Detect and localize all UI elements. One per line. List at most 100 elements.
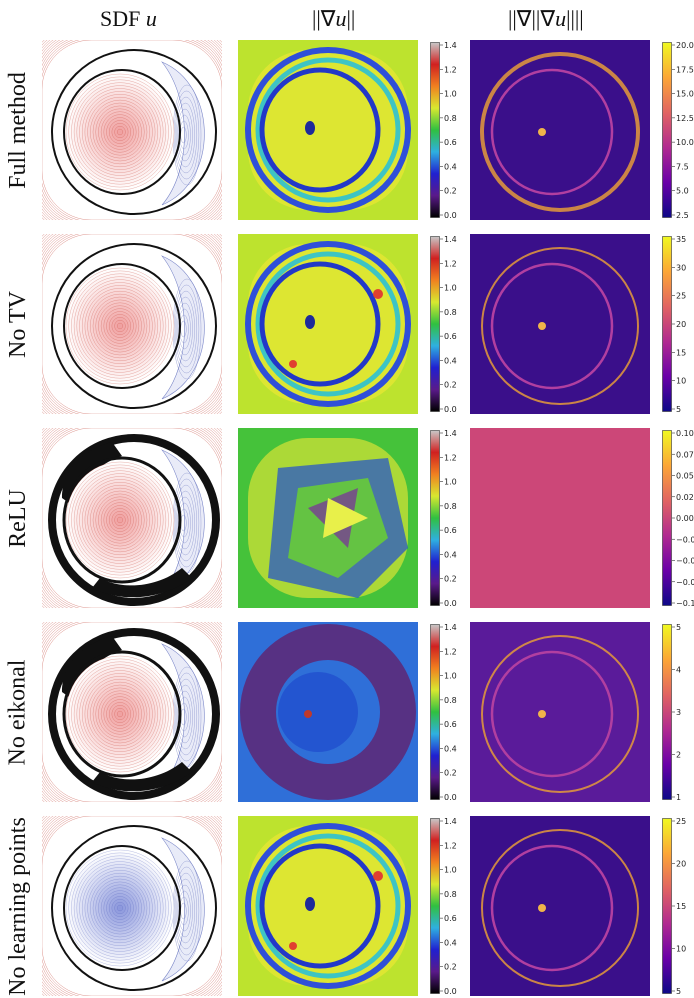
colorbar-tick-label: 0.2: [444, 769, 457, 778]
colorbar-tick-label: 0.2: [444, 963, 457, 972]
colorbar-tick-label: 0.2: [444, 381, 457, 390]
curvature-panel-no-learning-points: [470, 816, 650, 996]
colorbar-tick-label: 2.5: [676, 211, 689, 218]
colorbar-tick-label: 20: [676, 860, 686, 869]
colorbar-tick-label: 0.2: [444, 575, 457, 584]
gradient-norm-panel-no-tv: [238, 234, 418, 414]
colorbar-tick-label: −0.075: [676, 578, 694, 587]
colorbar-tick-label: 0.6: [444, 138, 457, 147]
colorbar-tick-label: 0.025: [676, 493, 694, 502]
colorbar-tick-label: 1.0: [444, 90, 457, 99]
colorbar-tick-label: 0.050: [676, 472, 694, 481]
colorbar-tick-label: −0.025: [676, 535, 694, 544]
curvature-colorbar-no-eikonal: 1 2 3 4 5: [662, 623, 694, 802]
colorbar-tick-label: 1.2: [444, 647, 457, 656]
gradient-norm-panel-no-learning-points: [238, 816, 418, 996]
curvature-panel-full-method: [470, 40, 650, 220]
gradient-norm-panel-relu: [238, 428, 418, 608]
colorbar-tick-label: 0.0: [444, 793, 457, 800]
colorbar-tick-label: 0.6: [444, 526, 457, 535]
gradient-colorbar-no-eikonal: 0.0 0.2 0.4 0.6 0.8 1.0 1.2 1.4: [430, 623, 466, 802]
colorbar-tick-label: 10: [676, 945, 686, 954]
colorbar-tick-label: 17.5: [676, 65, 694, 74]
colorbar-tick-label: 1.4: [444, 624, 457, 632]
colorbar-tick-label: 0.8: [444, 890, 457, 899]
colorbar-tick-label: 0.4: [444, 162, 457, 171]
sdf-panel-relu: [42, 428, 222, 608]
row-label-no-eikonal: No eikonal: [4, 659, 31, 765]
colorbar-tick-label: 0.0: [444, 987, 457, 994]
colorbar-tick-label: 1.2: [444, 259, 457, 268]
sdf-panel-full-method: [42, 40, 222, 220]
colorbar-tick-label: 5: [676, 987, 681, 994]
colorbar-tick-label: 4: [676, 666, 681, 675]
curvature-panel-no-eikonal: [470, 622, 650, 802]
colorbar-tick-label: 10: [676, 377, 686, 386]
colorbar-tick-label: 1.0: [444, 866, 457, 875]
colorbar-tick-label: 1.2: [444, 841, 457, 850]
colorbar-tick-label: 15: [676, 902, 686, 911]
colorbar-tick-label: 1.4: [444, 236, 457, 244]
curvature-colorbar-no-learning-points: 5 10 15 20 25: [662, 817, 694, 996]
colorbar-tick-label: 0.2: [444, 187, 457, 196]
row-label-no-tv: No TV: [4, 290, 31, 358]
colorbar-tick-label: 0.0: [444, 405, 457, 412]
gradient-colorbar-no-learning-points: 0.0 0.2 0.4 0.6 0.8 1.0 1.2 1.4: [430, 817, 466, 996]
colorbar-tick-label: 1.2: [444, 65, 457, 74]
gradient-colorbar-relu: 0.0 0.2 0.4 0.6 0.8 1.0 1.2 1.4: [430, 429, 466, 608]
column-title-sdf: SDF u: [100, 6, 157, 31]
colorbar-tick-label: 2: [676, 751, 681, 760]
colorbar-tick-label: 12.5: [676, 114, 694, 123]
gradient-norm-panel-full-method: [238, 40, 418, 220]
colorbar-tick-label: 0.100: [676, 430, 694, 438]
colorbar-tick-label: 25: [676, 818, 686, 826]
colorbar-tick-label: 0.000: [676, 514, 694, 523]
column-title-curvature: ||∇||∇u||||: [508, 6, 584, 31]
curvature-panel-relu: [470, 428, 650, 608]
colorbar-tick-label: 0.8: [444, 696, 457, 705]
gradient-colorbar-full-method: 0.0 0.2 0.4 0.6 0.8 1.0 1.2 1.4: [430, 41, 466, 220]
colorbar-tick-label: 0.0: [444, 211, 457, 218]
colorbar-tick-label: −0.050: [676, 557, 694, 566]
colorbar-tick-label: 0.6: [444, 720, 457, 729]
colorbar-tick-label: 0.8: [444, 502, 457, 511]
curvature-panel-no-tv: [470, 234, 650, 414]
colorbar-tick-label: 1: [676, 793, 681, 800]
colorbar-tick-label: 0.8: [444, 114, 457, 123]
colorbar-tick-label: 1.0: [444, 478, 457, 487]
colorbar-tick-label: 3: [676, 708, 681, 717]
colorbar-tick-label: 10.0: [676, 138, 694, 147]
colorbar-tick-label: 25: [676, 292, 686, 301]
colorbar-tick-label: 1.2: [444, 453, 457, 462]
colorbar-tick-label: 1.4: [444, 818, 457, 826]
colorbar-tick-label: −0.100: [676, 599, 694, 606]
curvature-colorbar-full-method: 2.5 5.0 7.5 10.0 12.5 15.0 17.5 20.0: [662, 41, 694, 220]
colorbar-tick-label: 0.6: [444, 914, 457, 923]
sdf-panel-no-learning-points: [42, 816, 222, 996]
row-label-no-learning-points: No learning points: [4, 816, 31, 996]
colorbar-tick-label: 1.4: [444, 430, 457, 438]
colorbar-tick-label: 0.075: [676, 450, 694, 459]
colorbar-tick-label: 5: [676, 624, 681, 632]
colorbar-tick-label: 0.4: [444, 938, 457, 947]
colorbar-tick-label: 0.4: [444, 356, 457, 365]
colorbar-tick-label: 20: [676, 320, 686, 329]
colorbar-tick-label: 7.5: [676, 162, 689, 171]
colorbar-tick-label: 1.0: [444, 284, 457, 293]
column-title-gradient-norm: ||∇u||: [312, 6, 356, 31]
colorbar-tick-label: 0.6: [444, 332, 457, 341]
sdf-panel-no-eikonal: [42, 622, 222, 802]
colorbar-tick-label: 30: [676, 263, 686, 272]
colorbar-tick-label: 1.4: [444, 42, 457, 50]
row-label-full-method: Full method: [4, 71, 31, 189]
curvature-colorbar-relu: −0.100 −0.075 −0.050 −0.025 0.000 0.025 0.050 0…: [662, 429, 694, 608]
colorbar-tick-label: 0.4: [444, 744, 457, 753]
sdf-panel-no-tv: [42, 234, 222, 414]
row-label-relu: ReLU: [4, 488, 31, 548]
gradient-norm-panel-no-eikonal: [238, 622, 418, 802]
gradient-colorbar-no-tv: 0.0 0.2 0.4 0.6 0.8 1.0 1.2 1.4: [430, 235, 466, 414]
colorbar-tick-label: 0.8: [444, 308, 457, 317]
colorbar-tick-label: 5: [676, 405, 681, 412]
colorbar-tick-label: 0.0: [444, 599, 457, 606]
colorbar-tick-label: 35: [676, 236, 686, 244]
